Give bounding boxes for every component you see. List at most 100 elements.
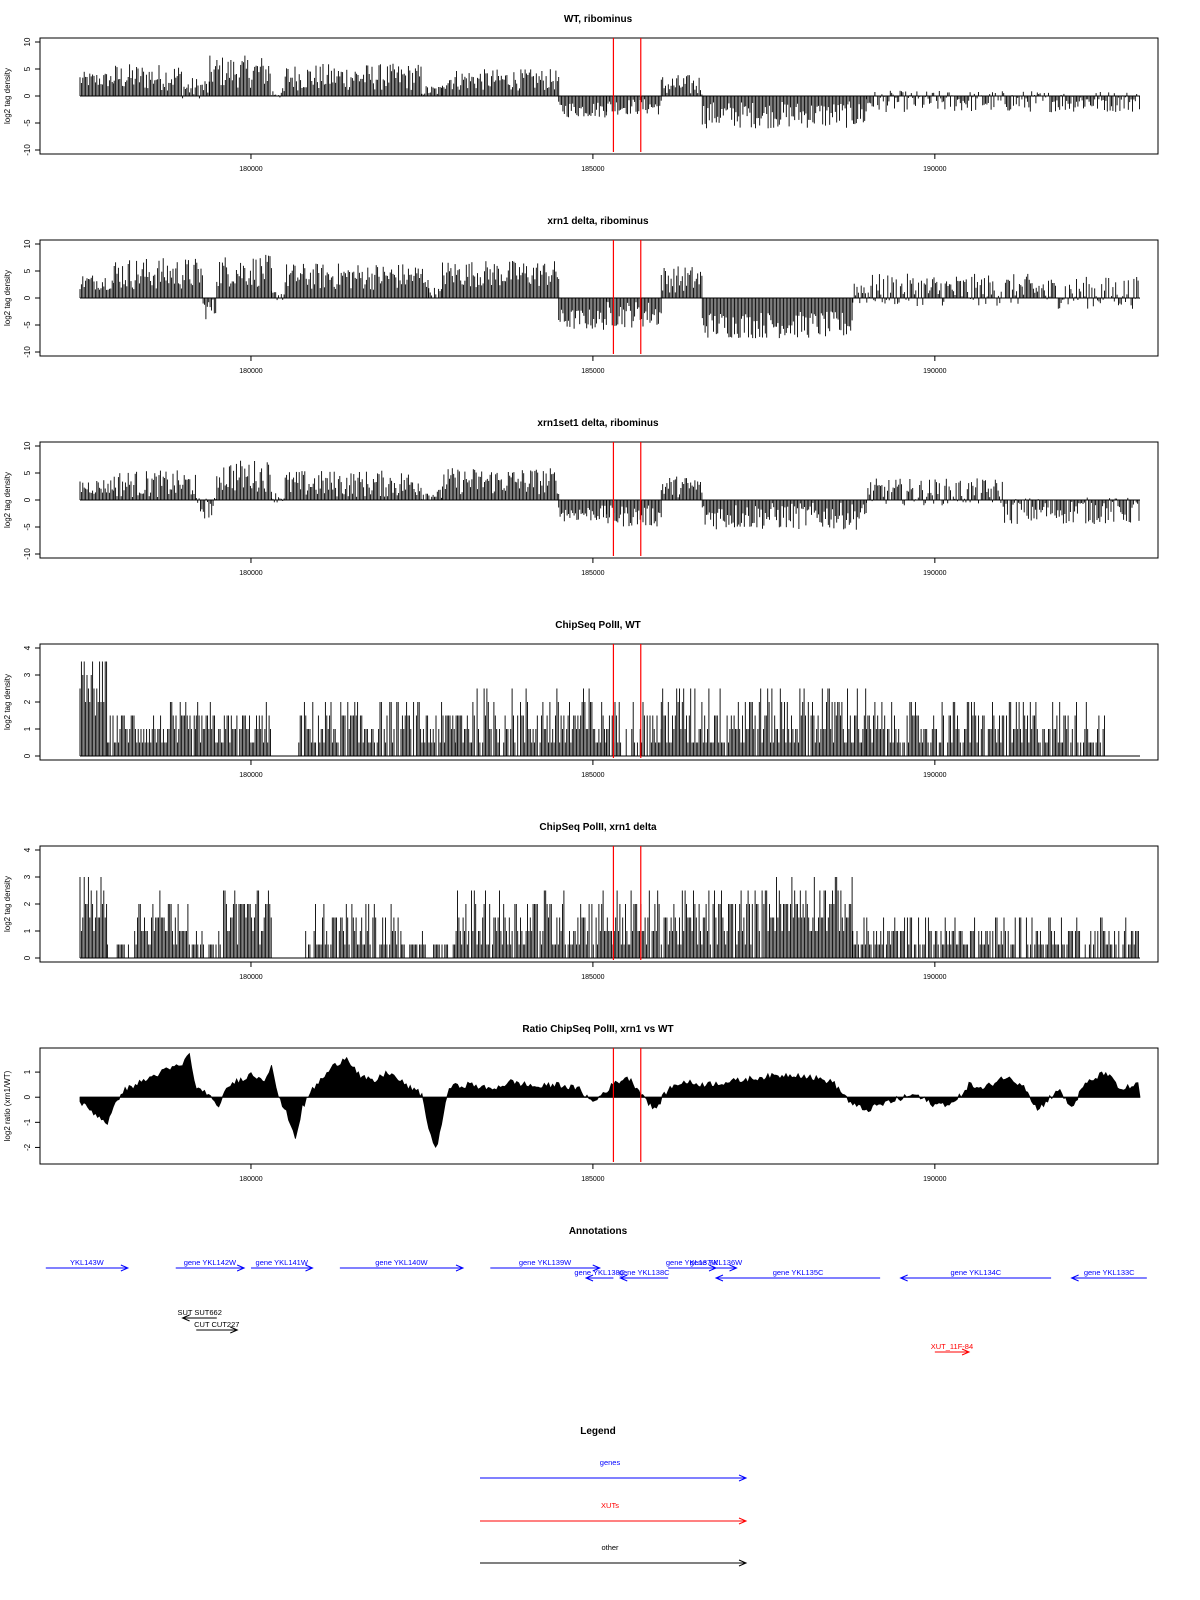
legend-arrowhead bbox=[738, 1474, 748, 1482]
x-tick-label: 190000 bbox=[923, 1176, 946, 1183]
y-axis-label: log2 tag density bbox=[3, 876, 12, 932]
y-tick-label: -2 bbox=[23, 1143, 32, 1151]
y-tick-label: 1 bbox=[23, 928, 32, 933]
y-tick-label: 3 bbox=[23, 874, 32, 879]
feature-arrowhead bbox=[592, 1264, 602, 1272]
feature-arrowhead bbox=[230, 1326, 239, 1334]
feature-label: gene YKL136W bbox=[690, 1258, 743, 1267]
y-tick-label: 1 bbox=[23, 1069, 32, 1074]
y-tick-label: -10 bbox=[23, 346, 32, 358]
feature-gene: gene YKL135C bbox=[714, 1268, 881, 1282]
feature-label: gene YKL142W bbox=[184, 1258, 237, 1267]
feature-arrowhead bbox=[961, 1348, 971, 1356]
feature-label: gene YKL135C bbox=[773, 1268, 824, 1277]
feature-gene: gene YKL142W bbox=[175, 1258, 246, 1272]
y-axis-label: log2 tag density bbox=[3, 472, 12, 528]
x-tick-label: 180000 bbox=[239, 570, 262, 577]
feature-gene: gene YKL141W bbox=[250, 1258, 314, 1272]
legend-arrowhead bbox=[738, 1559, 748, 1567]
x-tick-label: 185000 bbox=[581, 368, 604, 375]
feature-label: SUT SUT662 bbox=[177, 1308, 221, 1317]
feature-gene: gene YKL138C bbox=[574, 1268, 626, 1282]
y-tick-label: -10 bbox=[23, 144, 32, 156]
x-tick-label: 180000 bbox=[239, 166, 262, 173]
bar-series bbox=[79, 254, 1140, 339]
y-tick-label: 0 bbox=[23, 497, 32, 502]
panel-title: Ratio ChipSeq PolII, xrn1 vs WT bbox=[522, 1024, 673, 1035]
legend-label: XUTs bbox=[601, 1501, 619, 1510]
y-tick-label: 10 bbox=[23, 441, 32, 450]
x-tick-label: 180000 bbox=[239, 368, 262, 375]
legend-item-xuts: XUTs bbox=[480, 1501, 748, 1525]
panel-title: xrn1set1 delta, ribominus bbox=[537, 418, 659, 429]
feature-gene: gene YKL140W bbox=[339, 1258, 465, 1272]
area-series bbox=[79, 1052, 1141, 1149]
feature-gene: gene YKL133C bbox=[1070, 1268, 1147, 1282]
feature-arrowhead bbox=[455, 1264, 465, 1272]
y-tick-label: -1 bbox=[23, 1118, 32, 1126]
bar-series bbox=[79, 661, 1105, 756]
panel-2: xrn1 delta, ribominus log2 tag density -10… bbox=[3, 216, 1159, 375]
panel-title: ChipSeq PolII, xrn1 delta bbox=[539, 822, 657, 833]
legend-label: genes bbox=[600, 1458, 621, 1467]
y-tick-label: 0 bbox=[23, 1094, 32, 1099]
feature-label: gene YKL140W bbox=[375, 1258, 428, 1267]
feature-gene: gene YKL138C bbox=[619, 1268, 670, 1282]
legend-label: other bbox=[601, 1543, 619, 1552]
x-tick-label: 180000 bbox=[239, 974, 262, 981]
y-tick-label: 2 bbox=[23, 901, 32, 906]
y-tick-label: 0 bbox=[23, 753, 32, 758]
feature-label: gene YKL134C bbox=[950, 1268, 1001, 1277]
feature-gene: gene YKL134C bbox=[899, 1268, 1052, 1282]
y-axis-label: log2 tag density bbox=[3, 68, 12, 124]
feature-arrowhead bbox=[1070, 1274, 1079, 1282]
y-tick-label: 2 bbox=[23, 699, 32, 704]
plot-frame bbox=[39, 1047, 1159, 1165]
y-tick-label: -5 bbox=[23, 119, 32, 127]
feature-other: CUT CUT227 bbox=[194, 1320, 239, 1334]
feature-gene: YKL143W bbox=[45, 1258, 130, 1272]
feature-arrowhead bbox=[714, 1274, 724, 1282]
feature-xut: XUT_11F-84 bbox=[931, 1342, 973, 1356]
y-tick-label: 10 bbox=[23, 37, 32, 46]
annotations-title: Annotations bbox=[569, 1226, 628, 1237]
y-tick-label: -10 bbox=[23, 548, 32, 560]
legend-title: Legend bbox=[580, 1426, 616, 1437]
x-tick-label: 185000 bbox=[581, 772, 604, 779]
feature-arrowhead bbox=[181, 1314, 190, 1322]
panel-6: Ratio ChipSeq PolII, xrn1 vs WT log2 rati… bbox=[3, 1024, 1159, 1183]
feature-label: gene YKL133C bbox=[1084, 1268, 1135, 1277]
legend-arrowhead bbox=[738, 1517, 748, 1525]
x-tick-label: 180000 bbox=[239, 1176, 262, 1183]
y-axis-label: log2 tag density bbox=[3, 674, 12, 730]
y-axis-label: log2 tag density bbox=[3, 270, 12, 326]
y-tick-label: 5 bbox=[23, 470, 32, 475]
x-tick-label: 190000 bbox=[923, 570, 946, 577]
feature-label: XUT_11F-84 bbox=[931, 1342, 973, 1351]
panel-1: WT, ribominus log2 tag density -10 -5 0 5 10 18… bbox=[3, 14, 1159, 173]
feature-arrowhead bbox=[236, 1264, 246, 1272]
feature-label: YKL143W bbox=[70, 1258, 105, 1267]
y-tick-label: 0 bbox=[23, 955, 32, 960]
y-tick-label: 0 bbox=[23, 295, 32, 300]
feature-other: SUT SUT662 bbox=[177, 1308, 222, 1322]
annotation-track: Annotations YKL143W gene YKL142W gene YKL1… bbox=[45, 1226, 1147, 1356]
y-axis-label: log2 ratio (xrn1/WT) bbox=[3, 1070, 12, 1141]
panel-5: ChipSeq PolII, xrn1 delta log2 tag densit… bbox=[3, 822, 1159, 981]
feature-gene: gene YKL136W bbox=[690, 1258, 743, 1272]
x-tick-label: 185000 bbox=[581, 166, 604, 173]
feature-arrowhead bbox=[120, 1264, 130, 1272]
feature-label: CUT CUT227 bbox=[194, 1320, 239, 1329]
x-tick-label: 190000 bbox=[923, 368, 946, 375]
x-tick-label: 185000 bbox=[581, 570, 604, 577]
x-tick-label: 180000 bbox=[239, 772, 262, 779]
feature-arrowhead bbox=[899, 1274, 908, 1282]
feature-label: gene YKL139W bbox=[519, 1258, 572, 1267]
bar-series bbox=[79, 877, 1139, 958]
legend: Legend genes XUTs other bbox=[480, 1426, 748, 1567]
panel-4: ChipSeq PolII, WT log2 tag density 0 1 2 3 4 18… bbox=[3, 620, 1159, 779]
feature-label: gene YKL138C bbox=[574, 1268, 625, 1277]
